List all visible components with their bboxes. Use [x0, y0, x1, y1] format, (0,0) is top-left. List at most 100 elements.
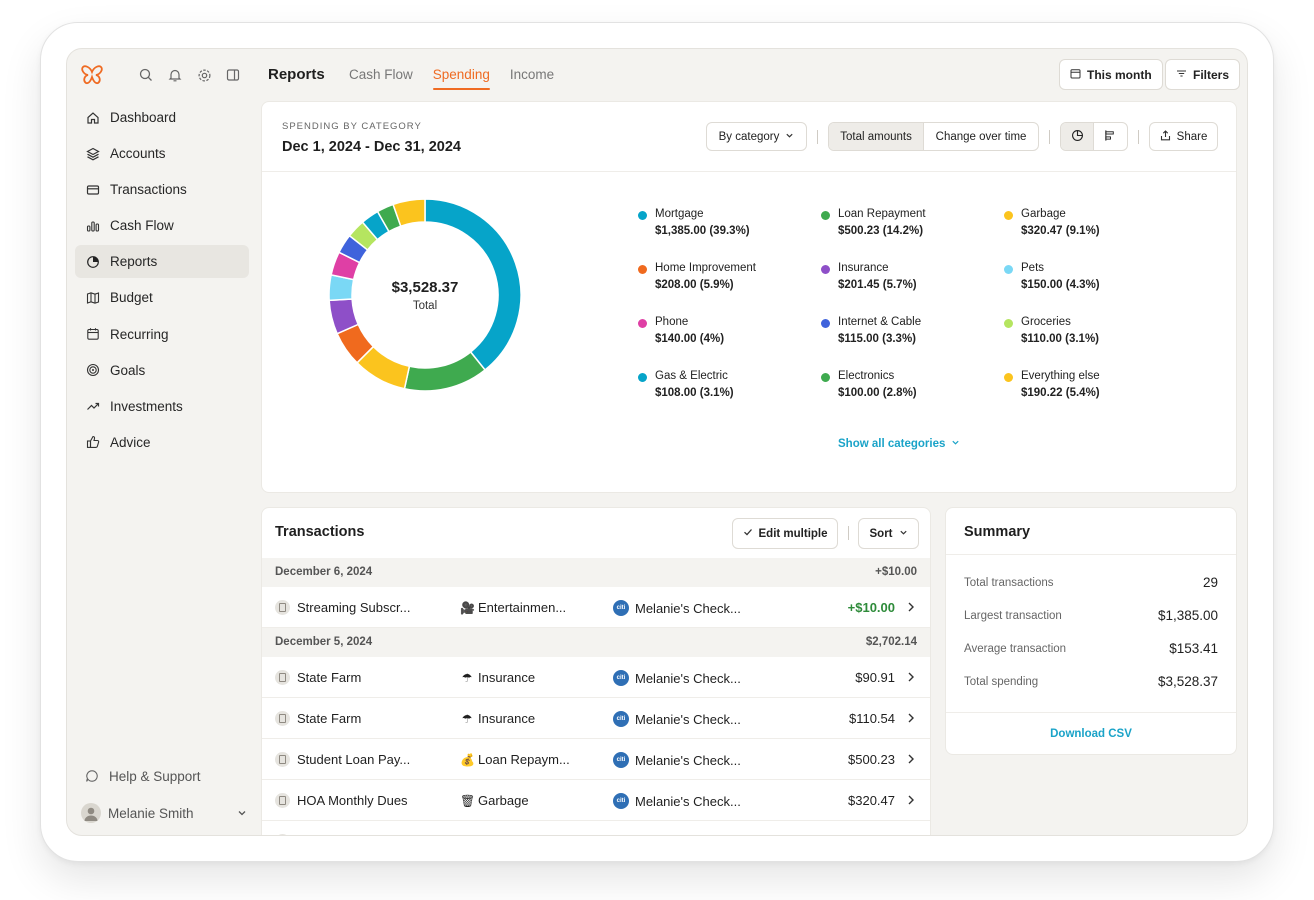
chevron-right-icon [906, 793, 916, 807]
search-icon[interactable] [137, 66, 155, 84]
sidebar-item-label: Reports [110, 254, 158, 270]
filters-button[interactable]: Filters [1165, 59, 1241, 90]
category-cell[interactable]: ☂ Insurance [460, 711, 535, 726]
sidebar-item-goals[interactable]: Goals [75, 354, 249, 387]
merchant-icon [275, 670, 290, 685]
top-header: Reports Cash Flow Spending Income This m… [261, 49, 1247, 101]
bank-logo-icon: citi [613, 752, 629, 768]
butterfly-logo-icon[interactable] [81, 65, 103, 85]
share-icon [1160, 129, 1171, 144]
account-name: Melanie's Check... [635, 793, 741, 809]
merchant-icon [275, 793, 290, 808]
donut-total-label: Total [412, 300, 438, 312]
credit-card-icon [85, 182, 101, 198]
legend-color-dot [821, 373, 830, 382]
thumbs-up-icon [85, 434, 101, 450]
legend-color-dot [821, 211, 830, 220]
table-row[interactable]: Streaming Subscr... 🎥 Entertainmen... citi M… [262, 587, 930, 628]
pie-chart-view-button[interactable] [1061, 123, 1095, 150]
account-cell: citi Melanie's Check... [613, 711, 741, 727]
donut-total-value: $3,528.37 [391, 279, 459, 296]
bar-chart-view-button[interactable] [1094, 123, 1127, 150]
category-icon: 🎥 [460, 600, 475, 615]
app-window: Dashboard Accounts Transactions Cash Flo… [66, 48, 1248, 836]
date-group-header: December 6, 2024 +$10.00 [262, 558, 930, 587]
calendar-icon [1070, 68, 1081, 82]
edit-multiple-button[interactable]: Edit multiple [732, 518, 838, 549]
transactions-title: Transactions [275, 524, 365, 540]
table-row[interactable]: State Farm ☂ Insurance citi Melanie's Check.… [262, 698, 930, 739]
sidebar-item-reports[interactable]: Reports [75, 245, 249, 279]
legend-color-dot [1004, 319, 1013, 328]
user-menu[interactable]: Melanie Smith [81, 803, 247, 823]
sidebar-item-advice[interactable]: Advice [75, 426, 249, 459]
tab-spending[interactable]: Spending [432, 49, 490, 101]
date-range-title: Dec 1, 2024 - Dec 31, 2024 [282, 139, 461, 155]
legend-color-dot [638, 211, 647, 220]
sidebar-item-cash-flow[interactable]: Cash Flow [75, 209, 249, 242]
chevron-right-icon [906, 670, 916, 684]
bank-logo-icon: citi [613, 670, 629, 686]
sidebar-item-recurring[interactable]: Recurring [75, 318, 249, 351]
divider [946, 554, 1236, 555]
sidebar: Dashboard Accounts Transactions Cash Flo… [67, 49, 261, 835]
sidebar-item-accounts[interactable]: Accounts [75, 137, 249, 170]
chevron-down-icon [899, 528, 908, 540]
account-name: Melanie's Check... [635, 670, 741, 686]
summary-label: Total spending [964, 676, 1039, 688]
bank-logo-icon: citi [613, 600, 629, 616]
download-csv-link[interactable]: Download CSV [1050, 728, 1132, 740]
date-group-header: December 5, 2024 $2,702.14 [262, 628, 930, 657]
sidebar-item-dashboard[interactable]: Dashboard [75, 101, 249, 134]
table-row[interactable] [262, 821, 930, 835]
table-row[interactable]: HOA Monthly Dues 🗑 Garbage citi Melanie's Ch… [262, 780, 930, 821]
legend-value: $320.47 (9.1%) [1021, 225, 1100, 237]
table-row[interactable]: State Farm ☂ Insurance citi Melanie's Check.… [262, 657, 930, 698]
spending-by-category-card: SPENDING BY CATEGORY Dec 1, 2024 - Dec 3… [261, 101, 1237, 493]
group-by-dropdown[interactable]: By category [706, 122, 807, 151]
category-cell[interactable]: 💰 Loan Repaym... [460, 752, 570, 767]
group-total: $2,702.14 [865, 636, 917, 648]
sidebar-item-label: Recurring [110, 326, 169, 342]
help-support-link[interactable]: Help & Support [85, 769, 201, 784]
legend-value: $201.45 (5.7%) [838, 279, 917, 291]
tab-income[interactable]: Income [509, 67, 555, 82]
share-button[interactable]: Share [1149, 122, 1218, 151]
sidebar-item-label: Cash Flow [110, 218, 174, 234]
category-icon: ☂ [461, 711, 473, 726]
sort-button[interactable]: Sort [858, 518, 919, 549]
category-cell[interactable]: ☂ Insurance [460, 670, 535, 685]
sidebar-item-investments[interactable]: Investments [75, 390, 249, 423]
legend-color-dot [1004, 265, 1013, 274]
calendar-icon [85, 326, 101, 342]
donut-slice-everything-else[interactable] [392, 198, 426, 228]
bell-icon[interactable] [166, 66, 184, 84]
legend-name: Mortgage [655, 208, 704, 220]
legend-color-dot [638, 265, 647, 274]
account-name: Melanie's Check... [635, 752, 741, 768]
pie-chart-icon [1071, 129, 1084, 145]
change-over-time-option[interactable]: Change over time [935, 130, 1027, 143]
category-name: Entertainmen... [478, 600, 567, 615]
merchant-name: State Farm [297, 711, 362, 726]
category-icon: ☂ [461, 670, 473, 685]
legend-value: $110.00 (3.1%) [1021, 333, 1100, 345]
category-cell[interactable]: 🗑 Garbage [460, 793, 529, 808]
category-cell[interactable]: 🎥 Entertainmen... [460, 600, 566, 615]
sidebar-item-transactions[interactable]: Transactions [75, 173, 249, 206]
legend-color-dot [1004, 373, 1013, 382]
category-icon: 💰 [460, 752, 475, 767]
sidebar-toggle-icon[interactable] [224, 66, 242, 84]
tab-cash-flow[interactable]: Cash Flow [349, 67, 413, 82]
sidebar-item-budget[interactable]: Budget [75, 281, 249, 314]
divider [1049, 130, 1050, 144]
bar-chart-icon [85, 218, 101, 234]
date-range-button[interactable]: This month [1059, 59, 1163, 90]
table-row[interactable]: Student Loan Pay... 💰 Loan Repaym... citi Me… [262, 739, 930, 780]
legend-value: $1,385.00 (39.3%) [655, 225, 750, 237]
summary-value: $3,528.37 [1157, 674, 1218, 689]
show-all-categories-link[interactable]: Show all categories [838, 438, 960, 450]
donut-slice-loan-repayment[interactable] [403, 350, 487, 392]
total-amounts-option[interactable]: Total amounts [829, 123, 925, 150]
gear-icon[interactable] [195, 66, 213, 84]
